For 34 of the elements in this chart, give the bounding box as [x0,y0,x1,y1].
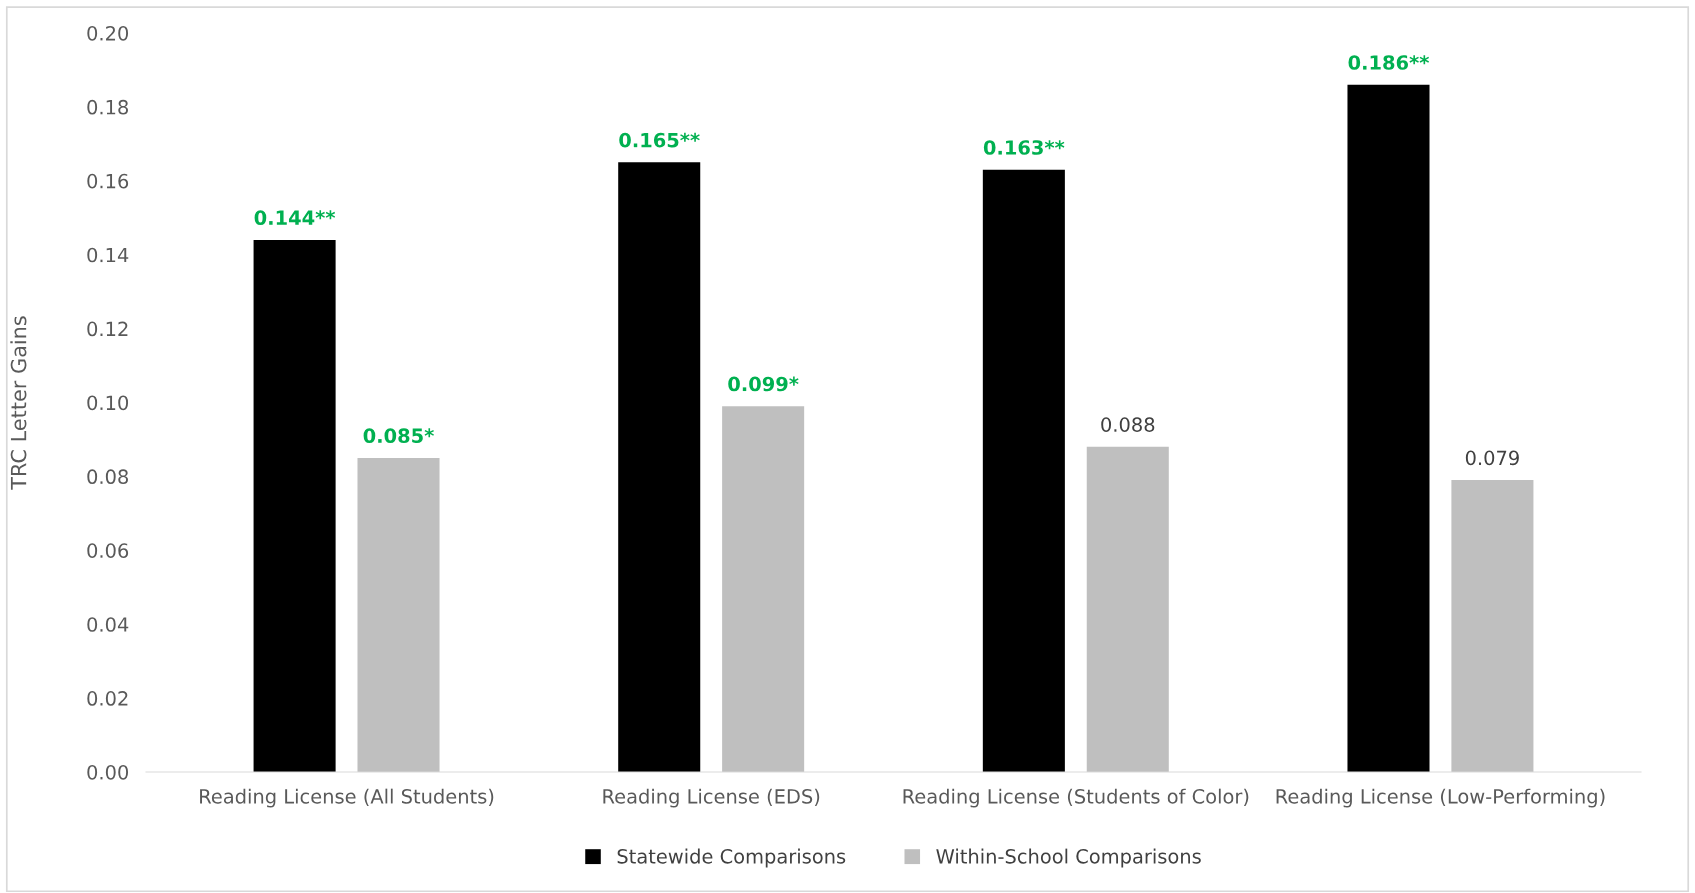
legend-label: Within-School Comparisons [936,848,1201,868]
y-tick-label: 0.14 [87,247,129,263]
y-tick-label: 0.18 [87,99,128,115]
bar [1451,480,1534,772]
y-tick-label: 0.00 [87,764,129,780]
bar [982,169,1065,772]
data-label: 0.085* [363,428,434,444]
data-label: 0.163** [983,140,1065,155]
x-tick-label: Reading License (Low-Performing) [1276,788,1605,808]
bar [1347,84,1430,772]
legend-label: Statewide Comparisons [617,848,846,868]
y-tick-label: 0.06 [87,543,129,558]
y-tick-label: 0.02 [87,691,128,706]
data-label: 0.079 [1465,450,1519,466]
bar [722,406,805,772]
data-label: 0.144** [254,210,336,226]
y-tick-label: 0.12 [87,321,128,337]
bar [618,162,701,772]
bar [253,239,336,772]
y-tick-label: 0.10 [87,395,129,411]
data-label: 0.088 [1101,417,1155,432]
x-tick-label: Reading License (EDS) [603,788,820,808]
data-label: 0.186** [1348,55,1430,70]
y-tick-label: 0.20 [87,25,129,41]
bar [1086,446,1169,772]
y-axis-title: TRC Letter Gains [10,316,27,490]
bar [357,457,440,772]
x-tick-label: Reading License (Students of Color) [903,788,1249,808]
y-tick-label: 0.04 [87,617,129,632]
data-label: 0.099* [728,376,799,392]
x-tick-label: Reading License (All Students) [200,788,494,808]
y-tick-label: 0.16 [87,173,129,189]
y-tick-label: 0.08 [87,469,128,485]
data-label: 0.165** [619,132,700,148]
